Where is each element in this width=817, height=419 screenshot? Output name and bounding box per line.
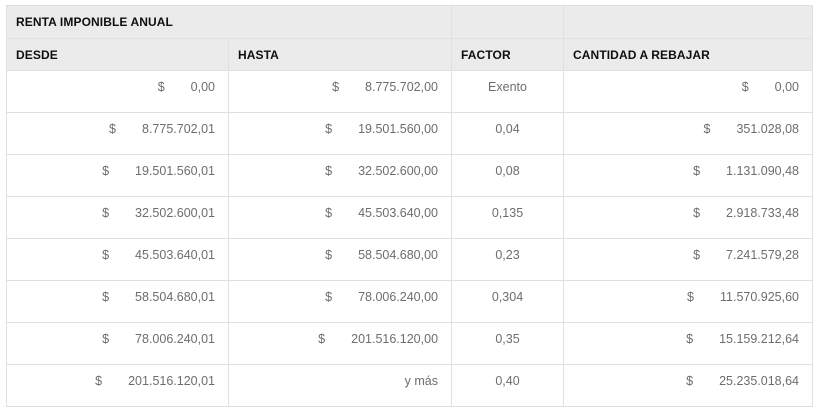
hasta-cell: $45.503.640,00 xyxy=(227,196,453,239)
table-row: $32.502.600,01 $45.503.640,00 0,135 $2.9… xyxy=(6,196,814,239)
hasta-cell: $78.006.240,00 xyxy=(227,280,453,323)
desde-amount: 58.504.680,01 xyxy=(135,290,215,304)
desde-cell: $78.006.240,01 xyxy=(6,322,229,365)
table-row: $19.501.560,01 $32.502.600,00 0,08 $1.13… xyxy=(6,154,814,197)
desde-cell: $0,00 xyxy=(6,70,229,113)
desde-amount: 78.006.240,01 xyxy=(135,332,215,346)
factor-cell: 0,135 xyxy=(451,196,565,239)
currency-symbol: $ xyxy=(693,206,701,220)
currency-symbol: $ xyxy=(703,122,711,136)
desde-amount: 19.501.560,01 xyxy=(135,164,215,178)
desde-cell: $58.504.680,01 xyxy=(6,280,229,323)
desde-amount: 201.516.120,01 xyxy=(128,374,215,388)
factor-cell: 0,40 xyxy=(451,364,565,407)
currency-symbol: $ xyxy=(325,248,333,262)
cantidad-amount: 1.131.090,48 xyxy=(726,164,800,178)
currency-symbol: $ xyxy=(318,332,326,346)
cantidad-amount: 2.918.733,48 xyxy=(726,206,800,220)
currency-symbol: $ xyxy=(102,248,110,262)
cantidad-amount: 11.570.925,60 xyxy=(720,290,800,304)
hasta-cell: $32.502.600,00 xyxy=(227,154,453,197)
table-row: $201.516.120,01 y más 0,40 $25.235.018,6… xyxy=(6,364,814,407)
currency-symbol: $ xyxy=(102,206,110,220)
cantidad-cell: $11.570.925,60 xyxy=(563,280,814,323)
table-row: $8.775.702,01 $19.501.560,00 0,04 $351.0… xyxy=(6,112,814,155)
currency-symbol: $ xyxy=(693,248,701,262)
factor-cell: 0,23 xyxy=(451,238,565,281)
currency-symbol: $ xyxy=(157,80,165,94)
desde-cell: $19.501.560,01 xyxy=(6,154,229,197)
currency-symbol: $ xyxy=(95,374,103,388)
currency-symbol: $ xyxy=(741,80,749,94)
cantidad-cell: $15.159.212,64 xyxy=(563,322,814,365)
currency-symbol: $ xyxy=(687,290,694,304)
column-header-desde: DESDE xyxy=(6,38,229,71)
cantidad-amount: 0,00 xyxy=(774,80,800,94)
factor-cell: 0,04 xyxy=(451,112,565,155)
currency-symbol: $ xyxy=(325,206,333,220)
desde-cell: $45.503.640,01 xyxy=(6,238,229,281)
cantidad-amount: 15.159.212,64 xyxy=(719,332,800,346)
cantidad-cell: $2.918.733,48 xyxy=(563,196,814,239)
table-row: $58.504.680,01 $78.006.240,00 0,304 $11.… xyxy=(6,280,814,323)
hasta-cell: $58.504.680,00 xyxy=(227,238,453,281)
factor-cell: Exento xyxy=(451,70,565,113)
cantidad-cell: $25.235.018,64 xyxy=(563,364,814,407)
desde-amount: 32.502.600,01 xyxy=(135,206,215,220)
factor-cell: 0,35 xyxy=(451,322,565,365)
currency-symbol: $ xyxy=(686,332,694,346)
group-header-spacer-factor xyxy=(451,5,565,39)
cantidad-cell: $7.241.579,28 xyxy=(563,238,814,281)
currency-symbol: $ xyxy=(109,122,116,136)
factor-cell: 0,08 xyxy=(451,154,565,197)
hasta-amount: 45.503.640,00 xyxy=(358,206,439,220)
table-row: $78.006.240,01 $201.516.120,00 0,35 $15.… xyxy=(6,322,814,365)
cantidad-amount: 351.028,08 xyxy=(736,122,800,136)
cantidad-cell: $351.028,08 xyxy=(563,112,814,155)
hasta-cell: y más xyxy=(227,364,453,407)
currency-symbol: $ xyxy=(102,164,110,178)
hasta-cell: $8.775.702,00 xyxy=(227,70,453,113)
factor-cell: 0,304 xyxy=(451,280,565,323)
cantidad-amount: 25.235.018,64 xyxy=(719,374,800,388)
desde-cell: $32.502.600,01 xyxy=(6,196,229,239)
desde-amount: 45.503.640,01 xyxy=(135,248,215,262)
hasta-amount: 19.501.560,00 xyxy=(358,122,439,136)
hasta-cell: $19.501.560,00 xyxy=(227,112,453,155)
column-header-cantidad-a-rebajar: CANTIDAD A REBAJAR xyxy=(563,38,814,71)
desde-amount: 8.775.702,01 xyxy=(142,122,215,136)
group-header-row: RENTA IMPONIBLE ANUAL xyxy=(5,5,814,39)
desde-cell: $8.775.702,01 xyxy=(6,112,229,155)
currency-symbol: $ xyxy=(693,164,701,178)
hasta-amount: 8.775.702,00 xyxy=(365,80,439,94)
currency-symbol: $ xyxy=(332,80,340,94)
currency-symbol: $ xyxy=(325,122,333,136)
currency-symbol: $ xyxy=(325,290,333,304)
currency-symbol: $ xyxy=(325,164,333,178)
cantidad-cell: $1.131.090,48 xyxy=(563,154,814,197)
hasta-amount: 78.006.240,00 xyxy=(358,290,439,304)
column-header-factor: FACTOR xyxy=(451,38,565,71)
tax-bracket-table: RENTA IMPONIBLE ANUAL DESDE HASTA FACTOR… xyxy=(5,5,814,407)
group-header-renta-imponible-anual: RENTA IMPONIBLE ANUAL xyxy=(5,5,453,39)
column-header-row: DESDE HASTA FACTOR CANTIDAD A REBAJAR xyxy=(6,38,814,71)
hasta-cell: $201.516.120,00 xyxy=(227,322,453,365)
currency-symbol: $ xyxy=(102,290,110,304)
hasta-amount: 201.516.120,00 xyxy=(351,332,439,346)
table-row: $45.503.640,01 $58.504.680,00 0,23 $7.24… xyxy=(6,238,814,281)
cantidad-cell: $0,00 xyxy=(563,70,814,113)
desde-cell: $201.516.120,01 xyxy=(6,364,229,407)
hasta-amount: 58.504.680,00 xyxy=(358,248,439,262)
column-header-hasta: HASTA xyxy=(227,38,453,71)
cantidad-amount: 7.241.579,28 xyxy=(726,248,800,262)
currency-symbol: $ xyxy=(102,332,110,346)
group-header-spacer-cantidad xyxy=(563,5,814,39)
table-row: $0,00 $8.775.702,00 Exento $0,00 xyxy=(6,70,814,113)
currency-symbol: $ xyxy=(686,374,694,388)
hasta-amount: 32.502.600,00 xyxy=(358,164,439,178)
desde-amount: 0,00 xyxy=(190,80,215,94)
